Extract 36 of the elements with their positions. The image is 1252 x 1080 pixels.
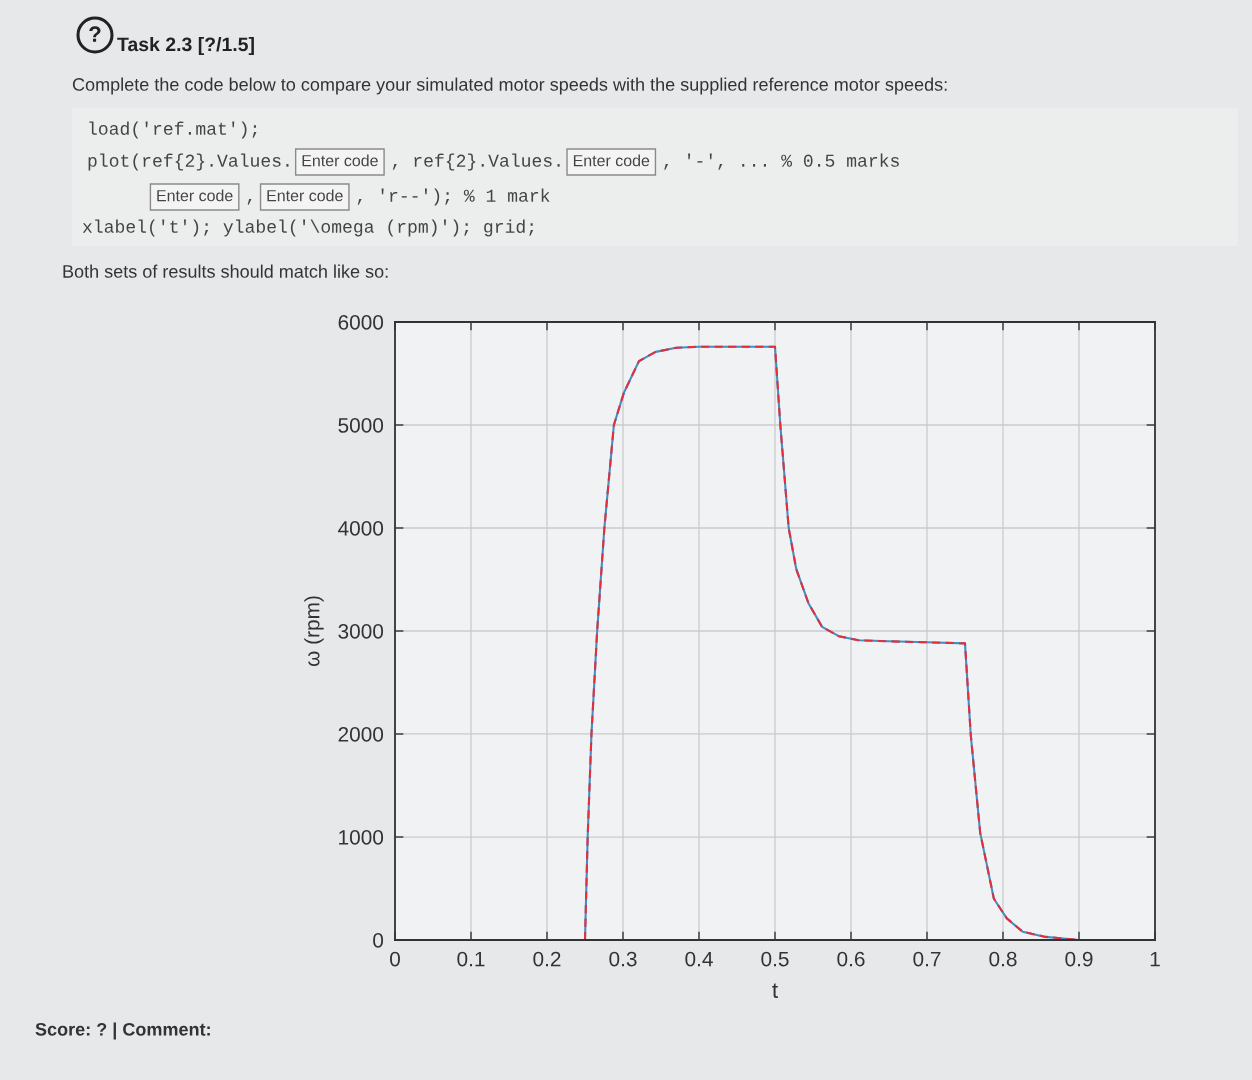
y-tick-label: 3000	[338, 624, 384, 639]
text: Enter code	[267, 189, 343, 202]
text: Both sets of results should match like so:	[63, 264, 388, 278]
text: xlabel('t'); ylabel('\omega (rpm)'); grid;	[82, 219, 534, 237]
text: , ref{2}.Values.	[392, 153, 560, 171]
text: , 'r--'); % 1 mark	[357, 188, 550, 206]
y-tick-label: 0	[373, 933, 384, 948]
x-tick-label: 0.1	[457, 951, 485, 967]
x-tick-label: 0.5	[761, 951, 789, 967]
chart-subtitle: Complete the code below to compare your simulated motor speeds with the supplied reference motor speeds:	[72, 77, 947, 95]
text: Enter code	[157, 189, 233, 202]
text: Enter code	[573, 154, 650, 167]
text: Enter code	[302, 154, 378, 167]
y-tick-label: 2000	[338, 727, 384, 742]
x-tick-label: 0.4	[685, 951, 713, 967]
y-tick-label: 1000	[339, 830, 384, 845]
text: load('ref.mat');	[89, 121, 257, 139]
text: Score: ? | Comment:	[35, 1022, 210, 1040]
x-tick-label: 1	[1150, 951, 1160, 967]
text: ,	[247, 199, 252, 205]
x-tick-label: 0.7	[913, 951, 941, 967]
y-axis-title: ω (rpm)	[304, 596, 324, 667]
x-tick-label: 0.2	[533, 951, 561, 967]
x-tick-label: 0.8	[989, 951, 1017, 967]
x-tick-label: 0	[390, 951, 400, 967]
x-axis-title: t	[772, 983, 778, 998]
y-tick-label: 5000	[338, 418, 384, 433]
y-tick-label: 6000	[338, 315, 384, 330]
text: , '-', ... % 0.5 marks	[664, 153, 899, 170]
x-tick-label: 0.3	[609, 951, 637, 967]
text: ?	[89, 26, 101, 42]
x-tick-label: 0.6	[837, 951, 865, 967]
x-tick-label: 0.9	[1065, 951, 1093, 967]
y-tick-label: 4000	[338, 521, 384, 536]
text: plot(ref{2}.Values.	[88, 153, 289, 171]
text: Task 2.3 [?/1.5]	[117, 36, 254, 56]
